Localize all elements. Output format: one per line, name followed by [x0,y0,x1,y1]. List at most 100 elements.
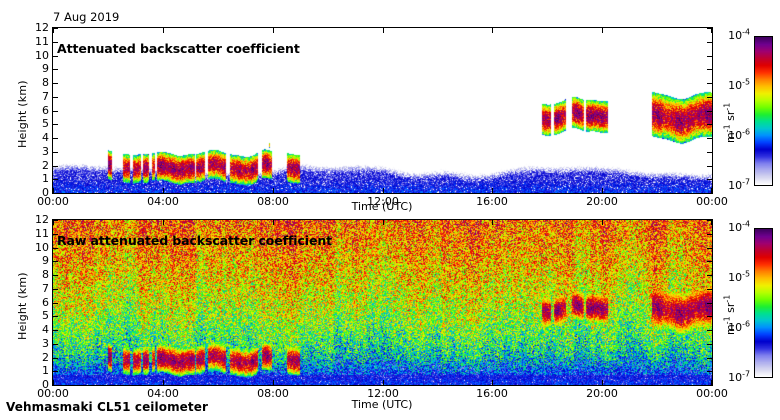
y-tick-label-1: 1 [42,172,49,185]
y-tick-mark [53,97,58,98]
unit-mid-top: sr [724,110,737,125]
y-tick-mark-right [707,83,712,84]
x-tick-mark [602,380,603,385]
y-tick-label-6: 6 [42,104,49,117]
y-tick-mark-right [707,330,712,331]
y-tick-mark [53,193,58,194]
x-tick-label-2: 08:00 [257,195,289,208]
y-tick-mark-right [707,179,712,180]
x-tick-mark-top [602,28,603,33]
y-tick-label-10: 10 [35,241,49,254]
y-tick-mark-right [707,69,712,70]
colorbar-tick-top-1: 10-5 [728,77,750,92]
y-tick-mark [53,111,58,112]
y-tick-mark-right [707,166,712,167]
y-tick-mark [53,28,58,29]
y-tick-mark-right [707,344,712,345]
colorbar-tick-bottom-1: 10-5 [728,269,750,284]
y-tick-label-0: 0 [42,378,49,391]
y-tick-mark [53,385,58,386]
colorbar-top [754,36,773,186]
y-tick-mark-right [707,97,712,98]
x-tick-label-5: 20:00 [586,195,618,208]
x-tick-mark [273,188,274,193]
y-tick-mark-right [707,261,712,262]
x-tick-mark-top [273,28,274,33]
y-tick-mark [53,248,58,249]
x-tick-mark [273,380,274,385]
x-tick-mark [602,188,603,193]
y-tick-mark-right [707,56,712,57]
y-tick-mark [53,69,58,70]
y-tick-mark-right [707,385,712,386]
x-tick-label-6: 00:00 [696,195,728,208]
x-tick-mark [53,380,54,385]
y-tick-mark [53,330,58,331]
y-tick-mark-right [707,152,712,153]
unit-mid-bottom: sr [724,302,737,317]
y-tick-label-6: 6 [42,296,49,309]
y-tick-mark-right [707,316,712,317]
x-tick-label-5: 20:00 [586,387,618,400]
panel-title-attenuated: Attenuated backscatter coefficient [57,41,300,56]
y-tick-label-12: 12 [35,213,49,226]
x-tick-label-1: 04:00 [147,195,179,208]
y-tick-mark [53,42,58,43]
y-tick-mark [53,179,58,180]
y-tick-label-5: 5 [42,117,49,130]
x-tick-label-4: 16:00 [476,387,508,400]
x-tick-mark-top [711,28,712,33]
y-tick-mark-right [707,234,712,235]
y-tick-label-9: 9 [42,62,49,75]
y-tick-mark [53,371,58,372]
y-tick-mark-right [707,289,712,290]
y-tick-mark [53,138,58,139]
x-tick-mark [163,380,164,385]
unit-exp2-bottom: -1 [722,294,732,303]
y-tick-mark [53,56,58,57]
x-tick-mark [383,188,384,193]
x-tick-mark [492,188,493,193]
x-tick-mark-top [711,220,712,225]
x-tick-label-4: 16:00 [476,195,508,208]
x-tick-label-2: 08:00 [257,387,289,400]
x-tick-label-0: 00:00 [37,387,69,400]
y-tick-label-3: 3 [42,337,49,350]
y-tick-mark [53,316,58,317]
plot-area-raw-attenuated-backscatter [52,219,713,386]
y-tick-mark-right [707,124,712,125]
y-tick-label-4: 4 [42,131,49,144]
y-tick-label-10: 10 [35,49,49,62]
unit-exp2-top: -1 [722,102,732,111]
x-tick-mark-top [383,28,384,33]
y-tick-mark [53,261,58,262]
x-tick-mark [711,380,712,385]
y-tick-label-0: 0 [42,186,49,199]
panel-title-raw: Raw attenuated backscatter coefficient [57,233,333,248]
colorbar-tick-bottom-0: 10-4 [728,219,750,234]
y-tick-mark-right [707,138,712,139]
y-tick-mark [53,234,58,235]
y-tick-mark [53,344,58,345]
x-tick-mark [711,188,712,193]
y-tick-mark [53,220,58,221]
x-tick-mark-top [383,220,384,225]
y-tick-mark [53,303,58,304]
x-tick-mark-top [492,220,493,225]
x-tick-mark [383,380,384,385]
y-tick-label-2: 2 [42,159,49,172]
y-tick-label-8: 8 [42,268,49,281]
y-tick-mark-right [707,248,712,249]
x-tick-mark-top [53,220,54,225]
date-stamp: 7 Aug 2019 [53,10,120,24]
y-tick-mark-right [707,28,712,29]
y-tick-mark [53,358,58,359]
x-tick-label-0: 00:00 [37,195,69,208]
y-tick-mark [53,83,58,84]
colorbar-tick-bottom-2: 10-6 [728,319,750,334]
y-tick-label-8: 8 [42,76,49,89]
footer-caption: Vehmasmaki CL51 ceilometer [6,400,209,414]
x-tick-mark [492,380,493,385]
y-tick-mark-right [707,358,712,359]
colorbar-tick-top-0: 10-4 [728,27,750,42]
